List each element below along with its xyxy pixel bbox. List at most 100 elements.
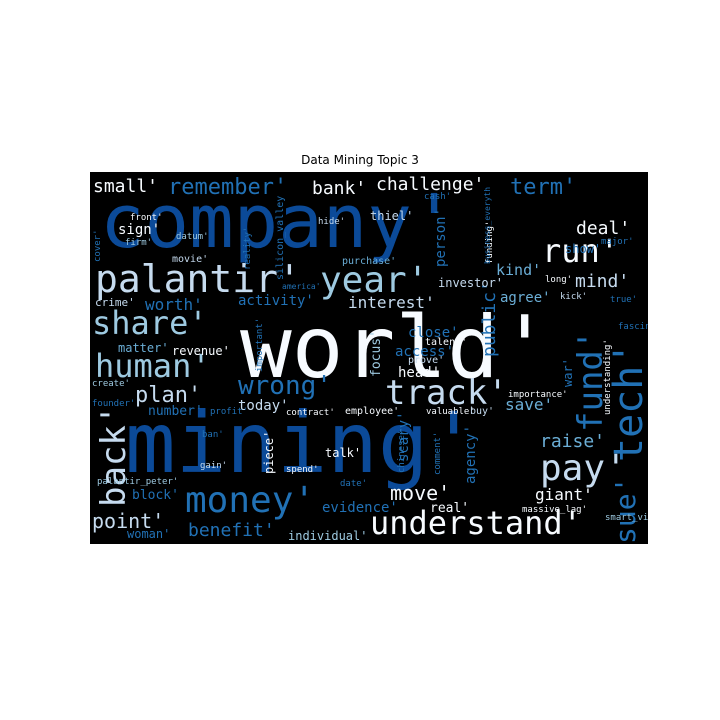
word-cloud-canvas: company' world'mining' palantir' year' share… bbox=[92, 174, 648, 544]
cloud-word: worth' bbox=[145, 295, 203, 314]
cloud-word: deal' bbox=[576, 218, 630, 239]
cloud-word: company' bbox=[100, 179, 456, 265]
cloud-word: focus' bbox=[369, 330, 384, 377]
cloud-word: real' bbox=[430, 501, 469, 516]
cloud-word: plan' bbox=[135, 383, 201, 408]
cloud-word: challenge' bbox=[376, 174, 484, 195]
cloud-word: palantir' bbox=[95, 257, 301, 301]
cloud-word: kick' bbox=[560, 292, 587, 302]
cloud-word: fund' bbox=[571, 330, 611, 432]
cloud-word: number' bbox=[148, 404, 203, 419]
cloud-word: reality' bbox=[243, 227, 253, 270]
cloud-word: raise' bbox=[540, 431, 605, 452]
cloud-word: person' bbox=[433, 208, 449, 267]
cloud-word: sign' bbox=[118, 222, 160, 238]
cloud-word: movie' bbox=[172, 254, 208, 265]
cloud-word: firm' bbox=[125, 238, 152, 248]
cloud-word: smart_vibrator' bbox=[605, 513, 648, 523]
cloud-word: show' bbox=[565, 242, 601, 256]
cloud-word: evidence' bbox=[322, 500, 398, 516]
cloud-word: point' bbox=[92, 509, 164, 533]
cloud-word: money' bbox=[185, 480, 315, 521]
cloud-word: talk' bbox=[325, 446, 361, 460]
cloud-word: term' bbox=[510, 175, 576, 200]
cloud-word: front' bbox=[130, 213, 163, 223]
cloud-word: founder' bbox=[92, 399, 135, 409]
cloud-word: individual' bbox=[288, 529, 367, 543]
figure-title: Data Mining Topic 3 bbox=[301, 153, 419, 167]
cloud-word: sue' bbox=[609, 477, 642, 544]
cloud-word: small' bbox=[93, 176, 158, 197]
cloud-word: comment' bbox=[433, 432, 443, 475]
cloud-word: share' bbox=[92, 304, 208, 342]
cloud-word: woman' bbox=[127, 527, 170, 541]
cloud-word: cover' bbox=[93, 229, 103, 262]
cloud-word: purchase' bbox=[342, 256, 396, 267]
cloud-word: talent' bbox=[425, 337, 467, 348]
cloud-word: world' bbox=[240, 298, 551, 398]
cloud-word: chinese' bbox=[397, 430, 407, 473]
cloud-word: silicon_valley bbox=[275, 196, 286, 280]
cloud-word: understanding' bbox=[603, 339, 613, 415]
cloud-word: public' bbox=[479, 281, 500, 357]
cloud-word: funding' bbox=[485, 221, 495, 264]
cloud-word: activity' bbox=[238, 293, 314, 309]
cloud-word: revenue' bbox=[172, 344, 230, 358]
cloud-word: massive_lag' bbox=[522, 505, 587, 515]
cloud-word: understand' bbox=[370, 504, 582, 542]
cloud-word: pay' bbox=[540, 448, 627, 489]
cloud-word: fascinating' bbox=[618, 322, 648, 332]
cloud-word: today' bbox=[238, 398, 289, 414]
cloud-word: run' bbox=[542, 232, 619, 270]
cloud-word: datum' bbox=[176, 232, 209, 242]
cloud-word: investor' bbox=[438, 276, 503, 290]
cloud-word: spend' bbox=[286, 465, 319, 475]
cloud-word: mind' bbox=[575, 271, 629, 292]
cloud-word: mining' bbox=[125, 394, 479, 492]
cloud-word: agency' bbox=[463, 425, 479, 484]
cloud-word: benefit' bbox=[188, 520, 275, 541]
cloud-word: importance' bbox=[508, 390, 568, 400]
cloud-word: create' bbox=[92, 379, 130, 389]
cloud-word: buy' bbox=[470, 406, 494, 417]
cloud-word: true' bbox=[610, 295, 637, 305]
cloud-word: piece' bbox=[262, 431, 276, 474]
cloud-word: prove' bbox=[408, 355, 444, 366]
cloud-word: head' bbox=[398, 365, 440, 381]
cloud-word: save' bbox=[505, 395, 553, 414]
cloud-word: employee' bbox=[345, 406, 399, 417]
cloud-word: profit' bbox=[210, 407, 248, 417]
cloud-word: giant' bbox=[535, 485, 593, 504]
cloud-word: agree' bbox=[500, 290, 551, 306]
cloud-word: business_everyth bbox=[483, 187, 492, 264]
cloud-word: hide' bbox=[318, 217, 345, 227]
cloud-word: move' bbox=[390, 481, 450, 505]
cloud-word: palantir_peter' bbox=[97, 477, 178, 487]
cloud-word: gain' bbox=[200, 461, 227, 471]
word-cloud: company' world' mining' palantir' year' share… bbox=[90, 172, 648, 544]
cloud-word: crime' bbox=[95, 296, 135, 309]
cloud-word: major' bbox=[601, 237, 634, 247]
cloud-word: access' bbox=[395, 344, 454, 360]
cloud-word: interest' bbox=[348, 293, 435, 312]
cloud-word: back' bbox=[94, 405, 134, 507]
cloud-word: america' bbox=[282, 282, 321, 291]
cloud-word: important' bbox=[255, 318, 265, 372]
cloud-word: human' bbox=[95, 347, 211, 385]
cloud-word: bank' bbox=[312, 178, 366, 199]
cloud-word: kind' bbox=[496, 261, 541, 279]
cloud-word: wrong' bbox=[238, 371, 332, 401]
cloud-word: track' bbox=[385, 373, 508, 413]
cloud-word: date' bbox=[340, 479, 367, 489]
cloud-word: matter' bbox=[118, 341, 169, 355]
cloud-word: contract' bbox=[286, 408, 335, 418]
cloud-word: cash' bbox=[424, 192, 451, 202]
cloud-word: thiel' bbox=[370, 209, 413, 223]
cloud-word: remember' bbox=[168, 175, 287, 200]
cloud-word: scary' bbox=[396, 411, 412, 462]
cloud-word: war' bbox=[561, 358, 575, 387]
cloud-word: block' bbox=[132, 488, 179, 503]
cloud-word: close' bbox=[408, 325, 459, 341]
cloud-word: ban' bbox=[202, 430, 224, 440]
cloud-word: year' bbox=[320, 260, 428, 301]
